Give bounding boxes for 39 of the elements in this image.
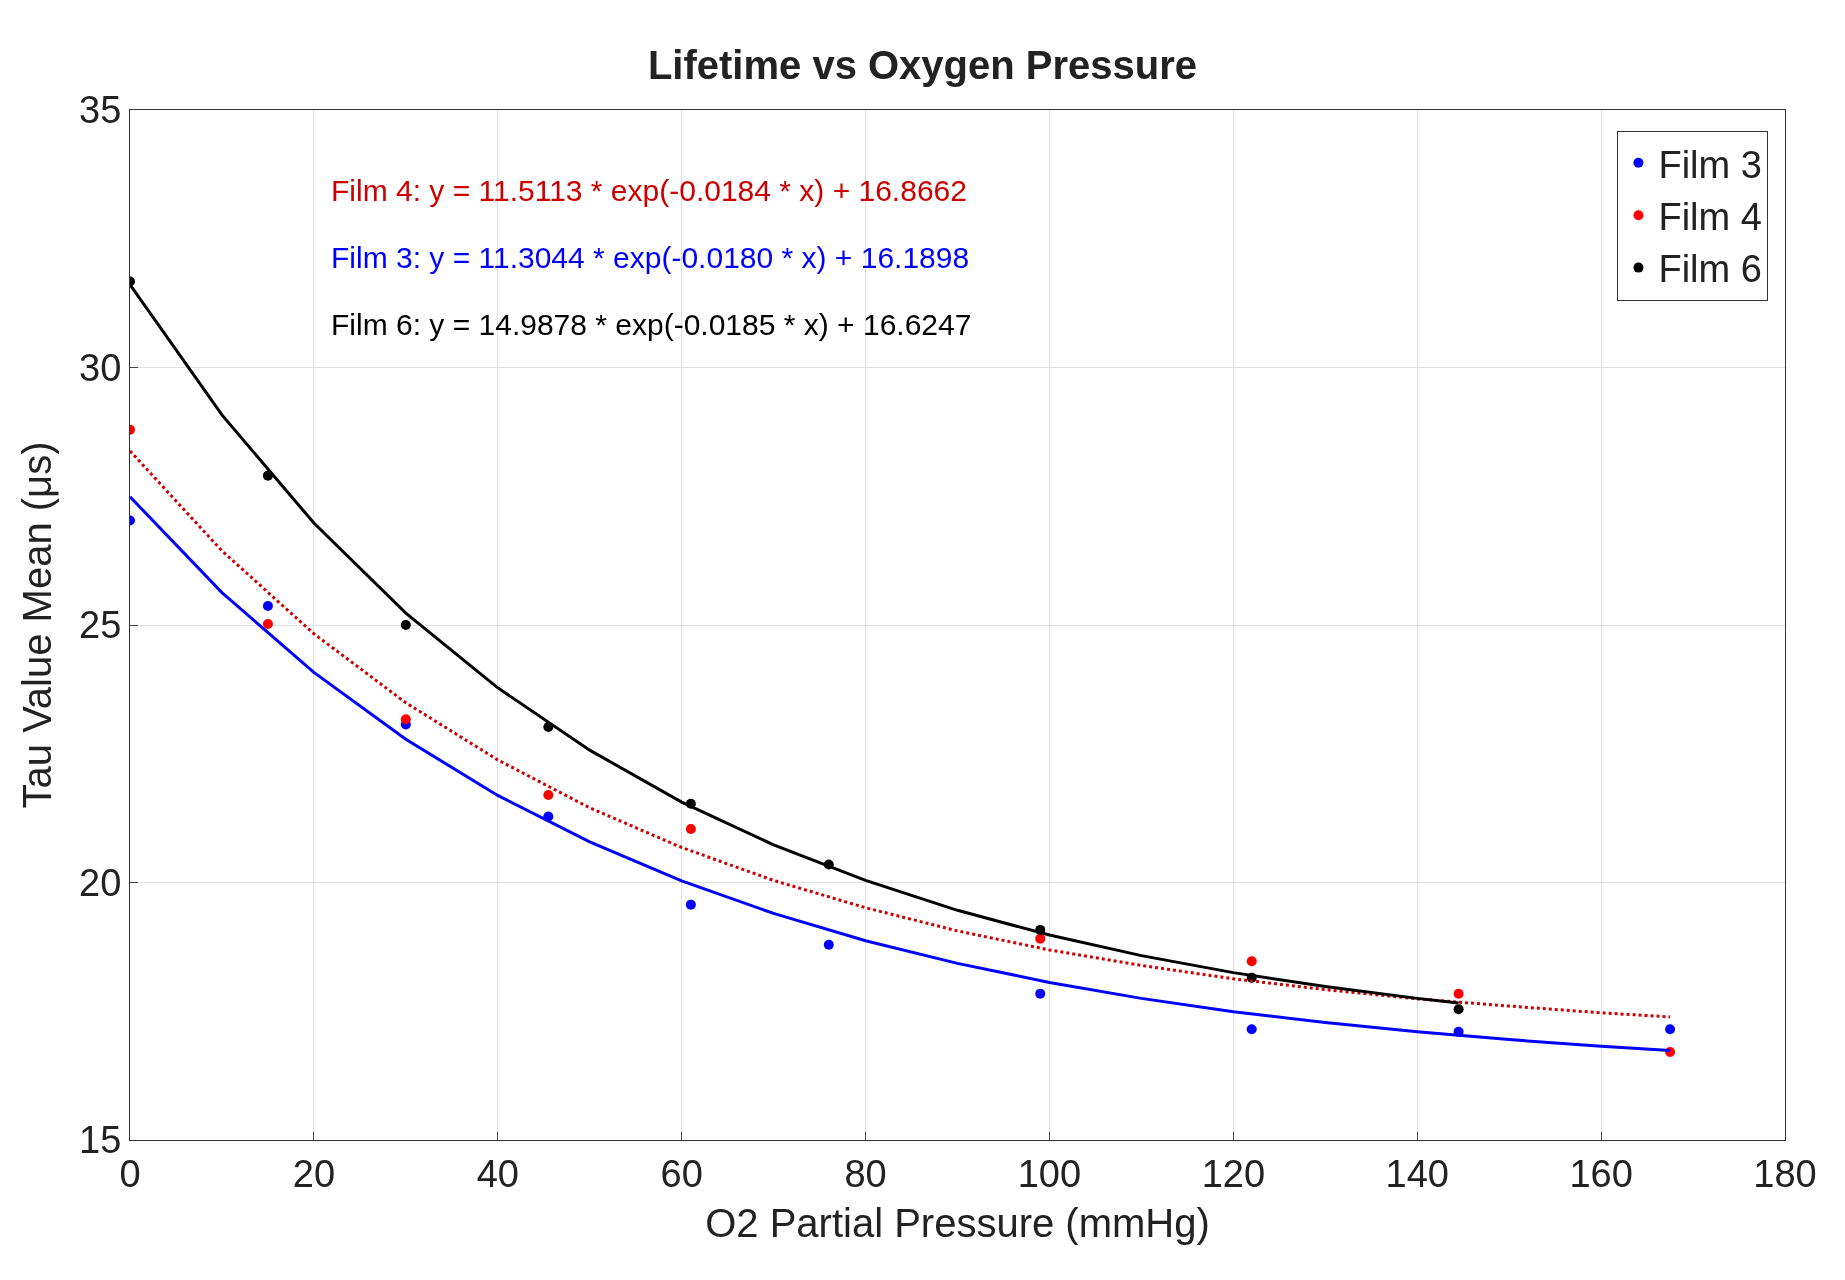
x-tick-label: 0 (119, 1152, 141, 1195)
legend-label: Film 6 (1658, 248, 1762, 291)
x-tick-label: 140 (1385, 1152, 1449, 1195)
point (400, 620, 411, 630)
point (1246, 1024, 1257, 1035)
point (1453, 988, 1464, 999)
x-tick-label: 60 (660, 1152, 703, 1195)
y-tick-label: 20 (79, 861, 122, 904)
x-tick-label: 20 (292, 1152, 336, 1195)
point (1453, 1004, 1464, 1015)
point (1665, 1024, 1676, 1035)
x-tick-label: 40 (476, 1152, 519, 1195)
x-tick-label: 80 (844, 1152, 887, 1195)
x-tick-label: 100 (1017, 1152, 1082, 1195)
legend-label: Film 3 (1658, 143, 1762, 186)
x-tick-label: 180 (1753, 1152, 1817, 1195)
y-tick-label: 35 (79, 89, 122, 132)
y-tick-label: 25 (79, 604, 122, 647)
annotation: Film 4: y = 11.5113 * exp(-0.0184 * x) + 16.8662 (331, 174, 967, 207)
x-tick-label: 120 (1201, 1152, 1266, 1195)
point (543, 789, 554, 800)
point (1035, 988, 1046, 999)
legend-label: Film 4 (1658, 196, 1762, 239)
annotation: Film 3: y = 11.3044 * exp(-0.0180 * x) + 16.1898 (331, 241, 970, 274)
point (1246, 956, 1257, 967)
point (262, 618, 273, 629)
point (1035, 933, 1046, 944)
y-tick-label: 15 (79, 1119, 122, 1162)
y-axis-title: Tau Value Mean (μs) (14, 441, 59, 809)
chart-title: Lifetime vs Oxygen Pressure (647, 43, 1198, 88)
point (400, 714, 411, 725)
point (823, 939, 834, 950)
x-axis-title: O2 Partial Pressure (mmHg) (705, 1201, 1210, 1246)
point (685, 899, 696, 910)
y-tick-label: 30 (79, 346, 122, 389)
x-tick-label: 160 (1569, 1152, 1633, 1195)
point (685, 823, 696, 834)
annotation: Film 6: y = 14.9878 * exp(-0.0185 * x) + 16.6247 (331, 308, 972, 341)
point (262, 600, 273, 611)
